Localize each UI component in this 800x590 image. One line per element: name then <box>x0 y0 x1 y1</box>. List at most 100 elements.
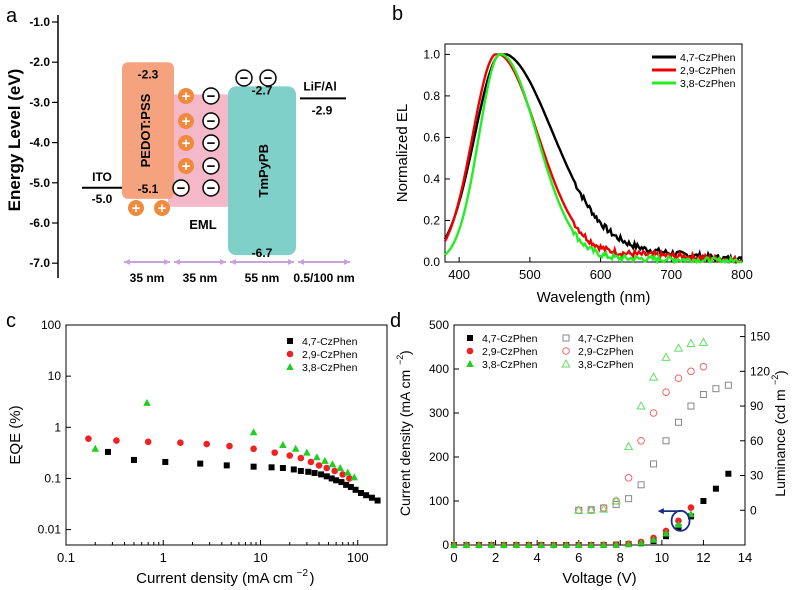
hole-symbol: + <box>182 135 191 152</box>
y-left-tick-label: 300 <box>429 406 449 420</box>
panel-a-energy-diagram: -1.0 -2.0 -3.0 -4.0 -5.0 -6.0 -7.0 Energy Level… <box>5 15 355 285</box>
thickness-label: 0.5/100 nm <box>293 271 354 285</box>
electron-symbol: − <box>264 70 273 87</box>
y-tick-label: 0.1 <box>44 471 61 485</box>
data-point-3,8-CzPhen <box>343 468 352 476</box>
jv-point-4,7-CzPhen <box>725 470 732 477</box>
lv-point-4,7-CzPhen <box>687 402 695 410</box>
legend-label: 3,8-CzPhen <box>578 359 634 371</box>
y-axis-label: Normalized EL <box>394 104 411 202</box>
jv-point-3,8-CzPhen <box>587 541 595 548</box>
hole-icon <box>178 113 194 129</box>
lv-point-3,8-CzPhen <box>636 401 646 410</box>
eml-label: EML <box>189 217 217 232</box>
data-point-4,7-CzPhen <box>368 494 375 501</box>
x-tick-label: 2 <box>492 550 499 565</box>
x-tick-label: 0.1 <box>57 550 75 565</box>
lv-point-3,8-CzPhen <box>661 352 671 361</box>
y-right-tick-label: 120 <box>750 364 770 378</box>
y-axis-label: EQE (%) <box>7 405 24 464</box>
jv-point-4,7-CzPhen <box>712 485 719 492</box>
thickness-label: 35 nm <box>130 271 165 285</box>
lv-point-2,9-CzPhen <box>649 409 658 417</box>
thickness-arrowhead-left <box>174 259 180 265</box>
data-point-2,9-CzPhen <box>323 464 331 472</box>
legend-marker <box>466 360 474 367</box>
lv-point-3,8-CzPhen <box>686 338 696 348</box>
y-right-tick-label: 0 <box>750 503 757 517</box>
y-tick-label: 0.01 <box>38 523 62 537</box>
x-tick-label: 8 <box>617 550 624 565</box>
legend-label: 2,9-CzPhen <box>578 346 634 358</box>
pedot-lumo-level: -5.1 <box>138 182 159 196</box>
y-tick-label: -6.0 <box>29 216 50 230</box>
jv-point-3,8-CzPhen <box>574 541 583 548</box>
x-tick-label: 4 <box>534 550 541 565</box>
y-tick-label: -2.0 <box>29 55 50 69</box>
electron-icon <box>202 179 220 197</box>
data-point-3,8-CzPhen <box>336 464 344 472</box>
series-line-3,8-CzPhen <box>444 53 742 265</box>
data-point-4,7-CzPhen <box>352 486 359 493</box>
y-right-tick-label: 150 <box>750 330 770 344</box>
lv-point-3,8-CzPhen <box>648 372 659 381</box>
jv-point-3,8-CzPhen <box>562 541 571 548</box>
panel-b-el-spectra: 400 500 600 700 800 0.0 0.2 0.4 0.6 0.8 1.0 Wavelen… <box>394 43 753 306</box>
data-point-4,7-CzPhen <box>311 469 318 476</box>
annotation-arrowhead <box>657 508 664 515</box>
y-left-tick-label: 200 <box>429 450 449 464</box>
jv-point-3,8-CzPhen <box>512 541 521 548</box>
legend-marker <box>286 363 294 370</box>
y-tick-label: 0.6 <box>423 130 440 144</box>
jv-point-3,8-CzPhen <box>525 541 533 548</box>
lv-point-2,9-CzPhen <box>637 436 645 445</box>
lv-point-4,7-CzPhen <box>674 418 682 426</box>
lv-point-4,7-CzPhen <box>650 460 658 468</box>
plot-frame <box>65 324 388 546</box>
tmpypb-homo-level: -6.7 <box>252 246 273 260</box>
x-tick-label: 700 <box>660 267 682 282</box>
lv-point-4,7-CzPhen <box>637 481 645 489</box>
jv-point-3,8-CzPhen <box>637 538 645 546</box>
y-left-axis-label-sup: −2 <box>395 355 405 365</box>
jv-point-3,8-CzPhen <box>537 541 546 548</box>
data-point-2,9-CzPhen <box>331 467 339 475</box>
hole-icon <box>178 135 194 151</box>
y-tick-label: 0.4 <box>423 172 440 186</box>
jv-point-3,8-CzPhen <box>500 541 508 548</box>
ito-level-value: -5.0 <box>92 192 113 206</box>
jv-point-2,9-CzPhen <box>687 504 695 511</box>
y-right-label-group: Luminance (cd m −2) <box>770 370 788 496</box>
data-point-4,7-CzPhen <box>130 456 137 463</box>
electron-symbol: − <box>207 88 216 105</box>
jv-point-3,8-CzPhen <box>612 540 620 548</box>
thickness-arrowhead-left <box>124 259 130 265</box>
y-left-tick-label: 400 <box>429 362 449 376</box>
hole-icon <box>154 200 170 216</box>
x-tick-label: 6 <box>575 550 582 565</box>
electron-symbol: − <box>207 158 216 175</box>
legend-label: 3,8-CzPhen <box>482 359 538 371</box>
y-right-tick-label: 90 <box>750 399 764 413</box>
pedot-label: PEDOT:PSS <box>138 93 153 167</box>
lv-point-2,9-CzPhen <box>699 362 708 371</box>
jv-point-3,8-CzPhen <box>662 529 670 537</box>
tmpypb-box <box>228 86 296 256</box>
hole-icon <box>178 88 194 104</box>
jv-point-3,8-CzPhen <box>450 541 458 548</box>
lv-point-3,8-CzPhen <box>698 337 709 346</box>
data-point-2,9-CzPhen <box>297 454 305 462</box>
y-left-label-group: Current density (mA cm −2) <box>395 350 413 516</box>
y-tick-label: 10 <box>48 369 62 383</box>
data-point-4,7-CzPhen <box>162 458 169 465</box>
y-tick-label: -4.0 <box>29 136 50 150</box>
y-tick-label: 0.2 <box>423 213 440 227</box>
legend-label: 2,9-CzPhen <box>302 349 358 361</box>
panel-label-a: a <box>6 5 18 27</box>
data-point-3,8-CzPhen <box>279 441 287 449</box>
lv-point-3,8-CzPhen <box>623 441 634 451</box>
y-axis-label: Energy Level (eV) <box>5 69 24 212</box>
legend-label: 4,7-CzPhen <box>680 52 736 64</box>
y-right-tick-label: 30 <box>750 469 764 483</box>
